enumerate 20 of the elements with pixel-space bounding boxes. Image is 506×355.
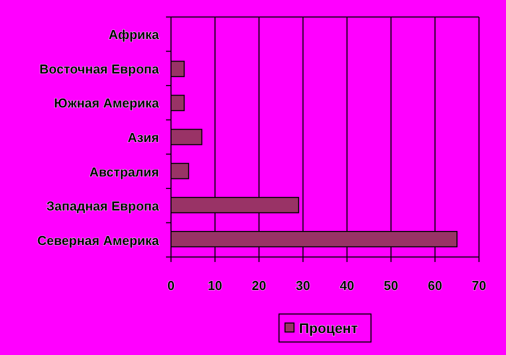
- bar: [170, 94, 185, 112]
- x-tick-label: 40: [340, 278, 354, 293]
- legend-label: Процент: [299, 320, 358, 336]
- x-tick-label: 0: [167, 278, 175, 293]
- x-tick-label: 70: [472, 278, 486, 293]
- x-tick-label: 30: [296, 278, 310, 293]
- bar: [170, 60, 185, 78]
- y-tick-label: Австралия: [89, 164, 159, 180]
- y-tick-label: Западная Европа: [46, 198, 160, 214]
- x-tick-label: 60: [428, 278, 442, 293]
- y-tick-label: Восточная Европа: [39, 61, 160, 76]
- bar: [170, 128, 202, 146]
- y-tick-label: Африка: [108, 27, 160, 42]
- bar: [170, 162, 190, 180]
- y-tick-label: Северная Америка: [37, 232, 160, 248]
- x-tick-label: 50: [384, 278, 398, 293]
- y-tick-label: Южная Америка: [54, 96, 160, 111]
- x-tick-label: 20: [252, 278, 266, 293]
- x-tick-label: 10: [208, 278, 222, 293]
- y-tick-label: Азия: [128, 130, 159, 145]
